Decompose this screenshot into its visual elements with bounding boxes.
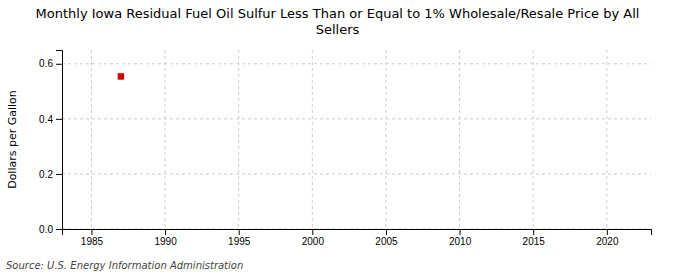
x-tick: 2010 (449, 229, 472, 247)
x-axis: 1985 1990 1995 2000 2005 2010 2015 2020 (63, 229, 652, 247)
y-tick: 0.6 (39, 58, 62, 69)
x-tick-mark (607, 229, 608, 235)
x-tick-label: 1990 (154, 236, 177, 247)
x-tick-label: 2005 (375, 236, 398, 247)
y-tick-mark (56, 174, 62, 175)
x-tick-mark (312, 229, 313, 235)
grid-line-x (238, 50, 239, 229)
x-tick-label: 2020 (596, 236, 619, 247)
point (118, 73, 124, 79)
x-tick: 2000 (302, 229, 325, 247)
points (118, 73, 124, 79)
grid-line-y (62, 118, 651, 119)
x-tick: 2015 (523, 229, 546, 247)
x-tick-mark (460, 229, 461, 235)
y-tick: 0.4 (39, 114, 62, 125)
x-axis-line (63, 230, 652, 236)
x-tick: 1985 (81, 229, 104, 247)
x-tick-label: 1995 (228, 236, 251, 247)
y-tick: 0.2 (39, 169, 62, 180)
x-tick: 2020 (596, 229, 619, 247)
y-axis-line (56, 51, 63, 230)
grid-line-x (91, 50, 92, 229)
x-tick: 2005 (375, 229, 398, 247)
grid-line-y (62, 63, 651, 64)
x-tick: 1990 (154, 229, 177, 247)
y-tick-mark (56, 229, 62, 230)
grid-line-x (312, 50, 313, 229)
chart-svg: 198519901995200020052010201520200.00.20.… (0, 0, 675, 275)
x-tick-mark (533, 229, 534, 235)
y-tick-label: 0.6 (39, 58, 53, 69)
x-tick-label: 2015 (523, 236, 546, 247)
y-tick-label: 0.0 (39, 224, 53, 235)
x-tick-mark (239, 229, 240, 235)
grid-line-x (385, 50, 386, 229)
x-tick-label: 2000 (302, 236, 325, 247)
x-tick-mark (386, 229, 387, 235)
grid-line-x (533, 50, 534, 229)
x-tick: 1995 (228, 229, 251, 247)
grid-line-x (459, 50, 460, 229)
y-tick: 0.0 (39, 224, 62, 235)
x-tick-mark (91, 229, 92, 235)
y-tick-mark (56, 64, 62, 65)
grid (62, 50, 651, 229)
source-note: Source: U.S. Energy Information Administ… (6, 260, 243, 271)
plot-area: 198519901995200020052010201520200.00.20.… (39, 50, 651, 247)
y-tick-mark (56, 119, 62, 120)
title: Monthly Iowa Residual Fuel Oil Sulfur Le… (36, 6, 640, 37)
y-axis-title: Dollars per Gallon (6, 90, 19, 189)
grid-line-y (62, 173, 651, 174)
y-tick-label: 0.4 (39, 114, 53, 125)
grid-line-x (165, 50, 166, 229)
grid-line-x (606, 50, 607, 229)
y-tick-label: 0.2 (39, 169, 53, 180)
x-tick-label: 2010 (449, 236, 472, 247)
x-tick-label: 1985 (81, 236, 104, 247)
y-axis: 0.0 0.2 0.4 0.6 (39, 51, 62, 235)
x-tick-mark (165, 229, 166, 235)
